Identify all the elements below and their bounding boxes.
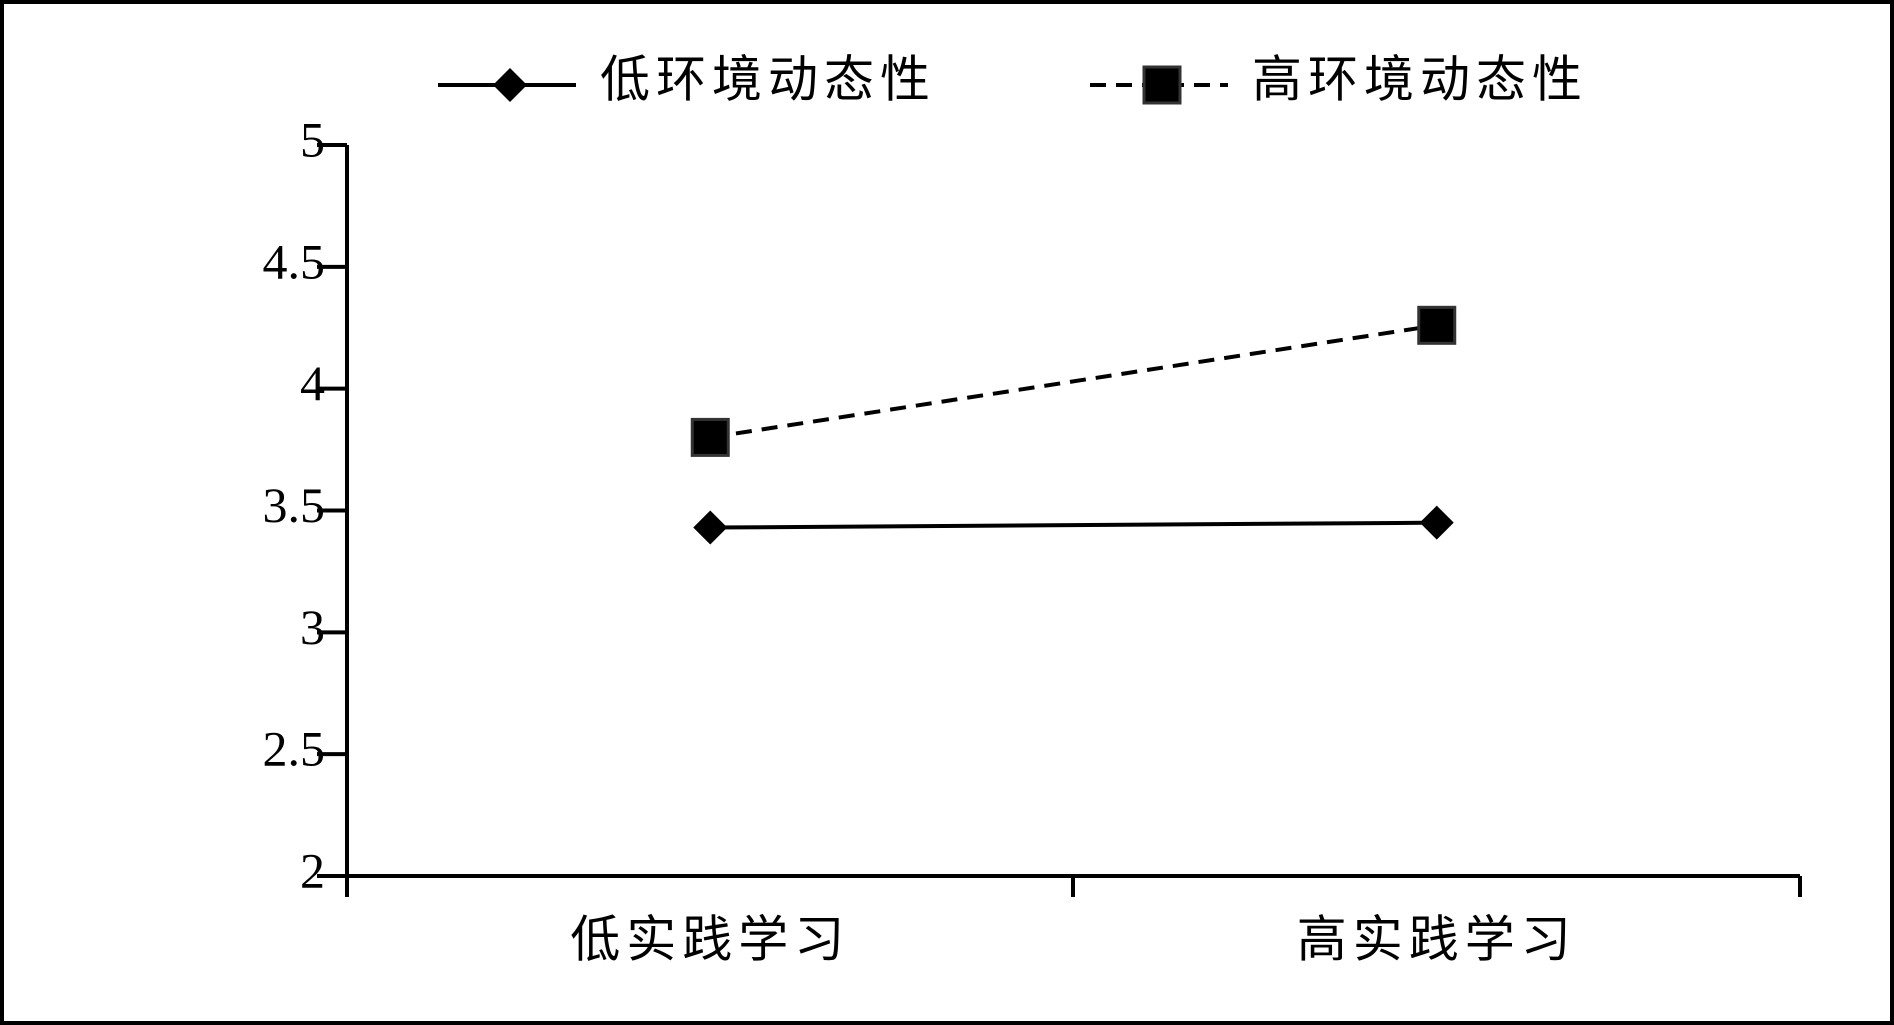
legend-label: 高环境动态性 [1252,51,1588,107]
y-tick-label: 3 [300,599,325,655]
y-tick-label: 2.5 [263,721,326,777]
marker [1417,305,1457,345]
series-line [710,520,1437,530]
series-line [709,323,1438,440]
y-tick-label: 2 [300,842,325,898]
marker [1419,505,1454,540]
x-tick-label: 高实践学习 [1297,911,1577,967]
marker [1142,65,1182,105]
y-tick-label: 4.5 [263,233,326,289]
y-tick-label: 3.5 [263,477,326,533]
y-tick-label: 4 [300,355,325,411]
marker [493,68,527,102]
legend-label: 低环境动态性 [600,51,936,107]
y-tick-label: 5 [300,111,325,167]
marker [690,417,730,457]
marker [693,510,728,545]
x-tick-label: 低实践学习 [570,911,850,967]
